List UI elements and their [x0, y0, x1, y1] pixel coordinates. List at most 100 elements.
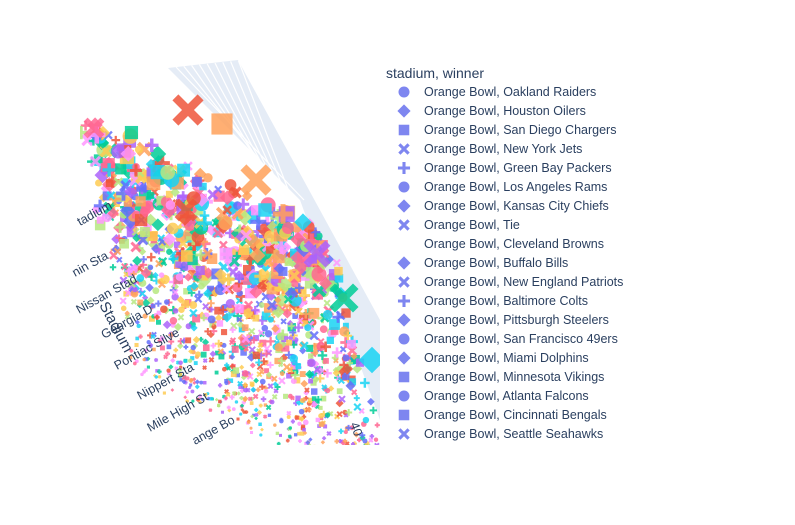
data-point [303, 419, 309, 426]
data-point [243, 308, 254, 318]
x-legend-marker [398, 219, 410, 231]
data-point [250, 386, 257, 393]
legend-item[interactable]: Orange Bowl, New York Jets [398, 142, 582, 156]
data-point [353, 395, 360, 402]
data-point [173, 241, 181, 248]
data-point [121, 263, 129, 271]
data-point [377, 483, 380, 486]
data-point [120, 145, 137, 162]
data-point [314, 399, 320, 404]
data-point [287, 434, 292, 439]
data-point [370, 469, 373, 472]
legend-item[interactable]: Orange Bowl, Los Angeles Rams [398, 180, 608, 194]
data-point [311, 266, 327, 282]
data-point [356, 451, 361, 456]
data-point [240, 407, 245, 412]
data-point [200, 397, 204, 401]
legend-item[interactable]: Orange Bowl, Miami Dolphins [397, 351, 589, 365]
legend-item[interactable]: Orange Bowl, Cleveland Browns [424, 237, 604, 251]
data-point [221, 329, 228, 336]
data-point [229, 326, 236, 333]
data-point [121, 165, 136, 180]
data-point [197, 394, 203, 399]
data-point [377, 472, 381, 476]
circle-legend-marker [398, 181, 410, 193]
data-point [370, 464, 373, 467]
legend-item[interactable]: Orange Bowl, Pittsburgh Steelers [397, 313, 609, 327]
data-point [124, 125, 139, 140]
data-point [350, 354, 360, 365]
legend-item-label: Orange Bowl, Oakland Raiders [424, 85, 596, 99]
data-point [293, 257, 310, 275]
data-point [302, 427, 306, 432]
legend-item[interactable]: Orange Bowl, Kansas City Chiefs [397, 199, 609, 213]
legend-item[interactable]: Orange Bowl, Green Bay Packers [397, 161, 612, 175]
legend-item[interactable]: Orange Bowl, Tie [398, 218, 520, 232]
data-point [169, 317, 178, 325]
data-point [147, 264, 154, 271]
data-point [151, 218, 165, 232]
square-legend-marker [398, 371, 410, 383]
legend-item[interactable]: Orange Bowl, Atlanta Falcons [398, 389, 589, 403]
data-point [287, 444, 291, 445]
legend-item-label: Orange Bowl, New York Jets [424, 142, 582, 156]
legend-item[interactable]: Orange Bowl, Seattle Seahawks [398, 427, 603, 441]
data-point [236, 316, 243, 323]
data-point [218, 216, 233, 231]
data-point [294, 433, 298, 437]
data-point [193, 206, 203, 216]
data-point [347, 459, 351, 463]
data-point [342, 409, 348, 415]
data-point [208, 408, 213, 413]
data-point [295, 399, 303, 406]
data-point [252, 413, 256, 417]
data-point [332, 311, 344, 323]
data-points [80, 94, 381, 486]
data-point [203, 380, 207, 385]
data-point [201, 338, 210, 346]
data-point [115, 234, 123, 242]
legend-item[interactable]: Orange Bowl, Buffalo Bills [397, 256, 568, 270]
data-point [130, 270, 137, 277]
data-point [102, 163, 116, 177]
data-point [266, 282, 279, 295]
data-point [273, 262, 286, 275]
legend-item[interactable]: Orange Bowl, Minnesota Vikings [398, 370, 605, 384]
data-point [310, 227, 321, 238]
data-point [201, 273, 209, 281]
data-point [243, 264, 254, 276]
data-point [312, 444, 317, 445]
data-point [208, 306, 215, 313]
data-point [206, 253, 218, 264]
data-point [333, 457, 337, 461]
data-point [360, 480, 363, 483]
data-point [256, 221, 273, 238]
data-point [128, 355, 133, 360]
legend-item-label: Orange Bowl, Buffalo Bills [424, 256, 568, 270]
data-point [140, 267, 152, 279]
legend-item[interactable]: Orange Bowl, Oakland Raiders [398, 85, 597, 99]
diamond-legend-marker [397, 256, 411, 270]
legend-item[interactable]: Orange Bowl, Cincinnati Bengals [398, 408, 607, 422]
legend-item[interactable]: Orange Bowl, Baltimore Colts [397, 294, 588, 308]
data-point [130, 298, 137, 305]
legend-item[interactable]: Orange Bowl, Houston Oilers [397, 104, 586, 118]
data-point [269, 399, 275, 405]
data-point [149, 145, 167, 163]
data-point [244, 288, 256, 299]
data-point [320, 341, 331, 353]
data-point [229, 353, 236, 361]
data-point [119, 276, 128, 285]
data-point [261, 311, 271, 321]
data-point [301, 424, 306, 429]
3d-scene[interactable] [74, 60, 390, 486]
data-point [319, 325, 328, 334]
data-point [304, 277, 316, 289]
legend-item[interactable]: Orange Bowl, New England Patriots [398, 275, 623, 289]
data-point [294, 213, 312, 231]
legend-item[interactable]: Orange Bowl, San Francisco 49ers [398, 332, 618, 346]
data-point [150, 303, 156, 309]
data-point [216, 403, 221, 407]
legend-item[interactable]: Orange Bowl, San Diego Chargers [398, 123, 617, 137]
data-point [336, 456, 339, 459]
